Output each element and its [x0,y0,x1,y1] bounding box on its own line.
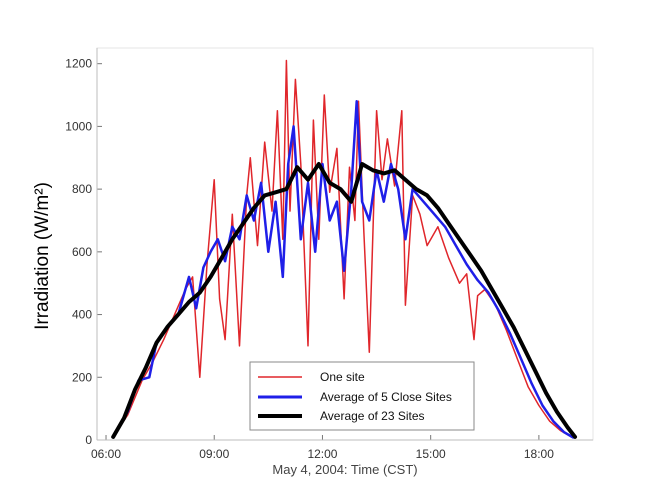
legend: One site Average of 5 Close Sites Averag… [249,361,475,431]
series-line-23-sites [111,162,577,439]
y-tick-label: 400 [72,308,92,322]
y-axis-ticks: 0 200 400 600 800 1000 1200 [65,57,102,447]
legend-label-23-sites: Average of 23 Sites [320,409,425,423]
y-tick-label: 200 [72,370,92,384]
x-tick-label: 18:00 [524,447,554,461]
x-tick-label: 06:00 [91,447,121,461]
y-axis-label: Irradiation (W/m²) [32,182,53,330]
y-tick-label: 0 [85,433,92,447]
y-tick-label: 600 [72,245,92,259]
series-line-one-site [112,59,573,438]
x-axis-ticks: 06:00 09:00 12:00 15:00 18:00 [91,435,554,461]
x-tick-label: 15:00 [416,447,446,461]
legend-label-5-sites: Average of 5 Close Sites [320,390,452,404]
y-tick-label: 800 [72,182,92,196]
x-tick-label: 09:00 [199,447,229,461]
series-line-5-close-sites [111,100,575,439]
legend-label-one-site: One site [320,370,365,384]
x-axis-label: May 4, 2004: Time (CST) [272,462,417,477]
y-tick-label: 1200 [65,57,92,71]
series-layer [111,59,577,439]
y-tick-label: 1000 [65,119,92,133]
x-tick-label: 12:00 [307,447,337,461]
